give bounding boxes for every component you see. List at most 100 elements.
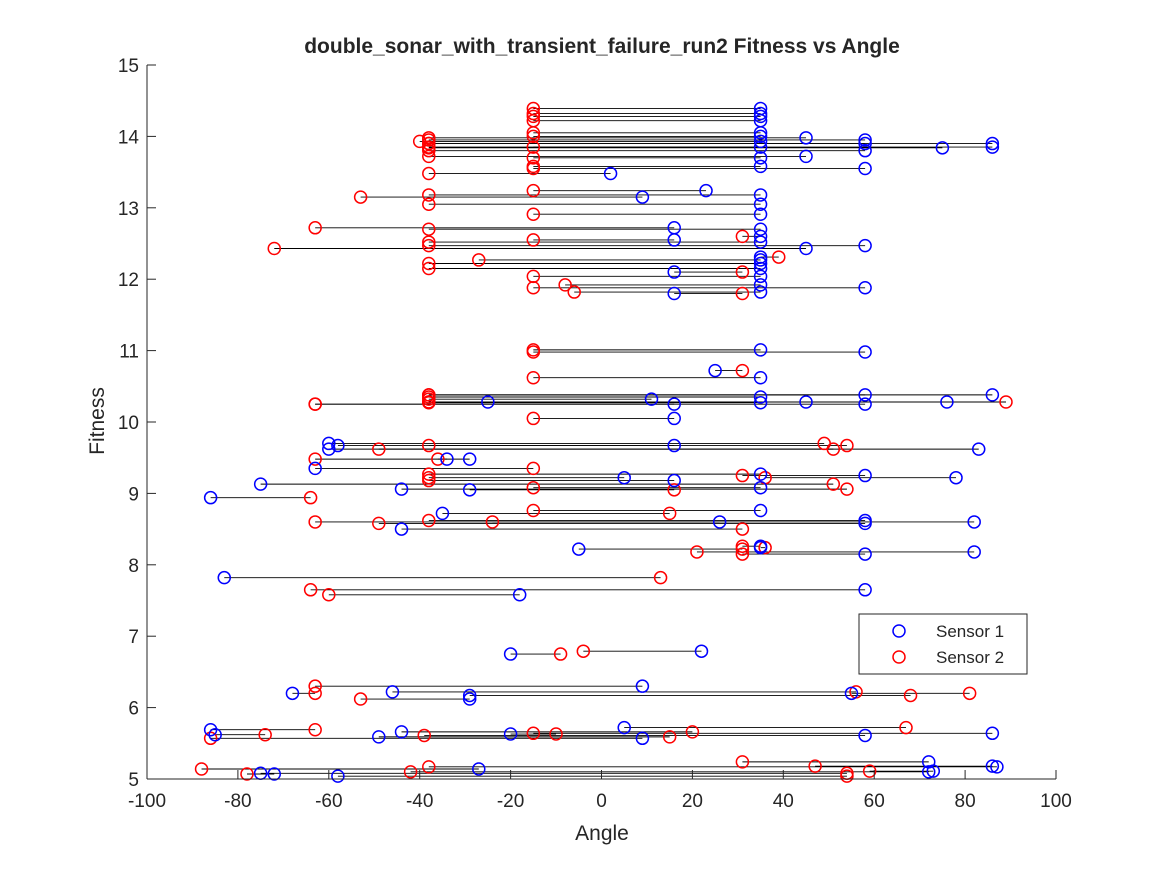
sensor-2-point: [899, 720, 913, 735]
sensor-1-point: [667, 233, 681, 247]
sensor-2-point: [431, 452, 445, 466]
sensor-1-point: [858, 728, 872, 743]
y-tick-label: 6: [128, 699, 139, 720]
sensor-1-point: [322, 436, 336, 451]
sensor-2-point: [526, 480, 541, 495]
sensor-1-point: [694, 644, 709, 658]
sensor-1-point: [285, 686, 300, 701]
sensor-2-point: [308, 452, 322, 466]
sensor-2-point: [999, 395, 1013, 409]
axes: -100 -80 -60 -40 -20 0 20 40 60 80 100 5 6 7 8 9 10 11 12 1…: [118, 56, 1072, 812]
sensor-2-point: [526, 370, 541, 385]
sensor-2-point: [826, 442, 841, 456]
sensor-1-point: [985, 726, 1000, 741]
sensor-1-point: [799, 395, 813, 409]
sensor-1-markers: [203, 101, 1004, 783]
sensor-1-point: [753, 269, 768, 284]
sensor-1-point: [253, 477, 268, 491]
sensor-2-point: [840, 482, 854, 496]
sensor-1-point: [799, 131, 813, 145]
sensor-1-point: [753, 253, 768, 267]
legend-label: Sensor 2: [936, 648, 1004, 667]
sensor-2-point: [485, 515, 500, 529]
sensor-1-point: [753, 261, 768, 276]
x-tick-label: 40: [773, 791, 794, 812]
y-tick-label: 10: [118, 413, 139, 434]
sensor-2-point: [422, 143, 436, 158]
sensor-1-point: [753, 467, 768, 481]
sensor-2-point: [772, 250, 786, 264]
sensor-1-point: [667, 411, 681, 426]
sensor-2-point: [303, 490, 318, 505]
sensor-1-point: [990, 760, 1004, 774]
sensor-1-point: [858, 388, 872, 402]
sensor-2-point: [526, 281, 541, 295]
sensor-2-point: [422, 188, 436, 202]
sensor-2-point: [567, 285, 581, 299]
sensor-1-point: [935, 141, 950, 155]
sensor-1-point: [858, 345, 872, 359]
y-tick-label: 7: [128, 627, 139, 648]
sensor-2-point: [962, 686, 977, 701]
sensor-2-point: [308, 397, 322, 411]
sensor-2-point: [308, 686, 322, 701]
sensor-2-point: [422, 395, 436, 410]
sensor-2-point: [808, 759, 822, 773]
y-axis-label: Fitness: [86, 387, 109, 455]
sensor-2-point: [526, 411, 541, 426]
sensor-1-point: [753, 229, 768, 244]
sensor-2-point: [303, 583, 318, 597]
sensor-1-point: [635, 190, 650, 204]
chart-title: double_sonar_with_transient_failure_run2…: [304, 35, 900, 58]
sensor-1-point: [462, 688, 477, 703]
sensor-2-point: [322, 588, 336, 602]
sensor-2-point: [526, 207, 541, 221]
sensor-1-point: [971, 442, 986, 456]
sensor-2-point: [576, 644, 591, 658]
legend-marker: [892, 650, 906, 664]
sensor-1-point: [372, 730, 386, 744]
sensor-1-point: [462, 483, 477, 497]
sensor-1-point: [753, 395, 768, 410]
sensor-2-point: [422, 136, 436, 151]
sensor-1-point: [708, 363, 722, 378]
sensor-2-point: [826, 477, 841, 491]
x-tick-label: -60: [315, 791, 342, 812]
sensor-2-point: [472, 253, 486, 267]
legend-box: [858, 613, 1028, 675]
sensor-2-point: [840, 438, 854, 453]
sensor-2-point: [422, 438, 436, 453]
sensor-2-point: [422, 197, 436, 211]
sensor-1-point: [435, 506, 450, 521]
sensor-1-point: [481, 395, 495, 409]
sensor-1-point: [858, 468, 872, 483]
y-tick-label: 12: [118, 270, 139, 291]
y-tick-label: 15: [118, 56, 139, 77]
sensor-2-point: [735, 542, 750, 556]
sensor-1-point: [844, 686, 859, 701]
sensor-1-point: [440, 452, 454, 466]
sensor-2-point: [258, 727, 272, 742]
sensor-1-point: [331, 438, 345, 453]
sensor-1-point: [617, 720, 631, 735]
sensor-1-point: [753, 503, 768, 518]
y-tick-label: 13: [118, 199, 139, 220]
legend: Sensor 1 Sensor 2: [858, 613, 1028, 675]
sensor-2-point: [735, 547, 750, 561]
sensor-1-point: [667, 438, 681, 453]
sensor-2-point: [422, 473, 436, 488]
sensor-2-point: [308, 515, 322, 529]
x-tick-label: -40: [406, 791, 433, 812]
sensor-2-markers: [194, 101, 1013, 783]
sensor-2-point: [203, 731, 218, 746]
sensor-2-point: [526, 129, 541, 144]
sensor-1-point: [753, 197, 768, 211]
sensor-2-point: [862, 764, 877, 778]
sensor-1-point: [572, 542, 586, 556]
sensor-2-point: [240, 767, 254, 781]
y-tick-label: 9: [128, 484, 139, 505]
sensor-2-point: [653, 570, 668, 585]
sensor-2-point: [422, 235, 436, 249]
sensor-1-point: [667, 397, 681, 411]
sensor-1-point: [603, 166, 618, 181]
